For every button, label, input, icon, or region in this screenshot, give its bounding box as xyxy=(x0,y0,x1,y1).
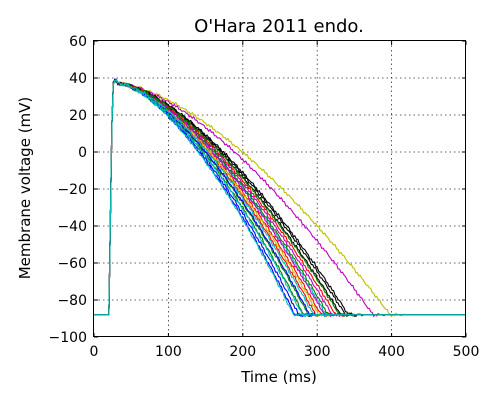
y-tick-label: 40 xyxy=(69,71,87,87)
y-tick-label: 0 xyxy=(78,145,87,161)
series-line xyxy=(94,78,466,317)
y-tick-label: −100 xyxy=(49,330,87,346)
x-tick-label: 300 xyxy=(304,344,331,360)
series-line xyxy=(94,79,466,318)
x-tick-label: 400 xyxy=(378,344,405,360)
y-tick-label: 20 xyxy=(69,108,87,124)
y-tick-label: −20 xyxy=(57,182,87,198)
grid xyxy=(94,41,466,337)
x-tick-label: 0 xyxy=(90,344,99,360)
y-tick-label: −60 xyxy=(57,256,87,272)
y-tick-label: −40 xyxy=(57,219,87,235)
x-tick-label: 200 xyxy=(229,344,256,360)
ticks: 0 100 200 300 400 500 −100 −80 −60 −40 −20 0 20 40 60 xyxy=(49,34,480,360)
traces xyxy=(94,78,466,318)
y-tick-label: −80 xyxy=(57,293,87,309)
plot-frame xyxy=(93,40,466,337)
x-axis-title: Time (ms) xyxy=(240,368,317,386)
chart-title: O'Hara 2011 endo. xyxy=(194,16,364,37)
y-axis-title: Membrane voltage (mV) xyxy=(16,97,34,280)
y-tick-label: 60 xyxy=(69,34,87,50)
x-tick-label: 500 xyxy=(453,344,480,360)
x-tick-label: 100 xyxy=(155,344,182,360)
